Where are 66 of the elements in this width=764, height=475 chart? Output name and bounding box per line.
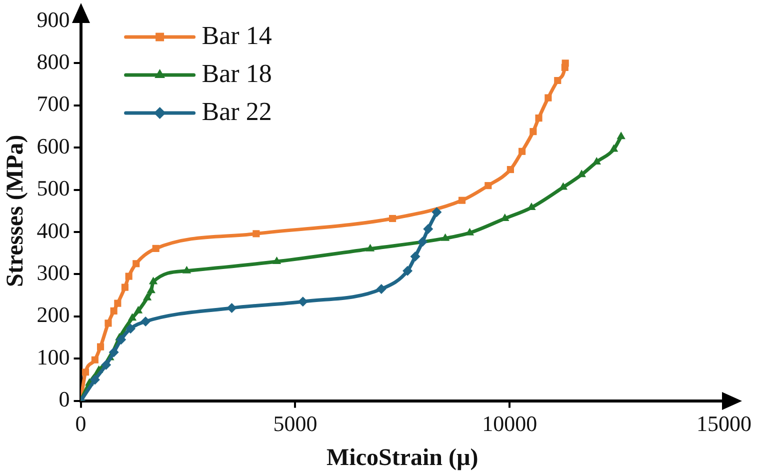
point [544,94,552,102]
point [366,244,375,252]
point [116,334,126,345]
point [114,300,122,307]
point [298,296,308,307]
point [402,266,413,276]
legend-label: Bar 14 [202,20,272,50]
point [440,233,450,241]
point [506,166,514,174]
point [432,207,442,218]
x-tick-label: 15000 [696,410,752,436]
x-tick-label: 10000 [482,410,538,436]
point [376,284,386,294]
point [609,144,618,152]
point [458,196,466,204]
point [128,313,137,321]
y-tick-label: 600 [36,133,70,158]
point [535,114,542,122]
y-tick-label: 300 [36,260,70,285]
point [108,347,119,358]
y-tick-label: 200 [36,302,70,328]
y-tick-label: 700 [36,91,70,116]
point [82,368,90,376]
point [101,360,112,370]
point [121,284,128,291]
point [182,266,192,274]
point [530,128,537,136]
point [418,236,428,247]
point [484,182,492,190]
point [554,76,562,84]
point [90,374,100,385]
point [152,244,160,252]
point [389,214,396,222]
y-tick-label: 900 [36,6,70,32]
point [110,307,118,314]
point [140,316,151,326]
x-tick-label: 0 [75,410,86,436]
y-axis-title: Stresses (MPa) [2,134,29,287]
point [410,251,420,262]
point [126,324,136,334]
y-tick-label: 400 [36,218,70,243]
point [104,320,112,327]
point [252,230,260,238]
point [96,343,104,350]
point [146,286,156,294]
point [142,292,152,300]
point [592,156,601,164]
point [91,356,98,364]
point [272,256,282,264]
y-tick-label: 800 [36,48,70,74]
point [562,60,569,67]
legend-label: Bar 18 [202,58,272,88]
y-tick-label: 500 [36,176,70,201]
y-tick-label: 0 [58,386,70,412]
legend-label: Bar 22 [202,96,272,126]
point [134,306,143,314]
point [518,148,526,155]
point [148,276,158,284]
x-tick-label: 5000 [273,410,318,436]
point [125,272,132,280]
point [226,302,237,313]
y-tick-label: 100 [36,344,70,370]
x-axis-title: MicoStrain (µ) [326,444,478,471]
point [616,132,626,140]
point [132,260,140,268]
point [423,224,434,234]
